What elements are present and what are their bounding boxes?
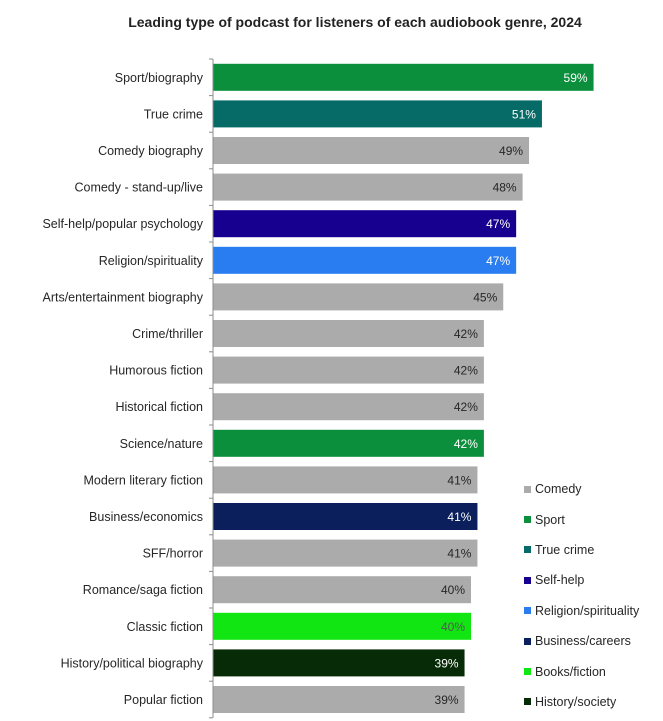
value-label: 51% bbox=[512, 107, 536, 121]
legend-item: History/society bbox=[524, 687, 639, 717]
value-label: 49% bbox=[499, 144, 523, 158]
legend-swatch bbox=[524, 607, 531, 615]
bar bbox=[213, 429, 484, 457]
category-label: Modern literary fiction bbox=[84, 473, 204, 487]
value-label: 40% bbox=[441, 583, 465, 597]
value-label: 42% bbox=[454, 327, 478, 341]
category-label: SFF/horror bbox=[143, 547, 203, 561]
legend-swatch bbox=[524, 485, 531, 493]
legend-label: History/society bbox=[535, 694, 617, 709]
category-label: Arts/entertainment biography bbox=[42, 290, 203, 304]
value-label: 59% bbox=[564, 71, 588, 85]
bar bbox=[213, 393, 484, 421]
legend-item: Books/fiction bbox=[524, 656, 639, 686]
legend-label: Comedy bbox=[535, 482, 582, 497]
value-label: 41% bbox=[447, 547, 471, 561]
category-label: Comedy biography bbox=[98, 144, 204, 158]
value-label: 42% bbox=[454, 437, 478, 451]
value-label: 42% bbox=[454, 364, 478, 378]
value-label: 48% bbox=[493, 181, 517, 195]
legend-label: Self-help bbox=[535, 573, 585, 588]
bar bbox=[213, 466, 478, 494]
category-label: True crime bbox=[144, 107, 203, 121]
bar bbox=[213, 173, 523, 201]
legend-item: Sport bbox=[524, 504, 639, 534]
legend-item: Self-help bbox=[524, 565, 639, 595]
bar bbox=[213, 100, 542, 128]
value-label: 47% bbox=[486, 254, 510, 268]
legend-label: Religion/spirituality bbox=[535, 603, 640, 618]
bar bbox=[213, 137, 530, 164]
bar bbox=[213, 612, 471, 640]
bar bbox=[213, 539, 478, 567]
category-label: Popular fiction bbox=[124, 693, 203, 707]
category-label: History/political biography bbox=[61, 656, 204, 670]
category-label: Business/economics bbox=[89, 510, 203, 524]
category-label: Self-help/popular psychology bbox=[42, 217, 203, 231]
legend-item: Business/careers bbox=[524, 626, 639, 656]
value-label: 41% bbox=[447, 510, 471, 524]
bar bbox=[213, 63, 594, 91]
legend-swatch bbox=[524, 546, 531, 554]
legend-item: True crime bbox=[524, 535, 639, 565]
category-label: Historical fiction bbox=[115, 400, 203, 414]
chart-title: Leading type of podcast for listeners of… bbox=[128, 14, 582, 30]
category-label: Religion/spirituality bbox=[99, 254, 204, 268]
value-label: 42% bbox=[454, 400, 478, 414]
value-label: 39% bbox=[435, 656, 459, 670]
legend-label: Business/careers bbox=[535, 634, 631, 649]
category-label: Science/nature bbox=[120, 437, 203, 451]
chart-legend: Comedy Sport True crime Self-help Religion/s… bbox=[524, 474, 639, 717]
legend-swatch bbox=[524, 576, 531, 584]
value-label: 39% bbox=[435, 693, 459, 707]
bar bbox=[213, 649, 465, 677]
legend-swatch bbox=[524, 668, 531, 676]
category-label: Comedy - stand-up/live bbox=[74, 181, 203, 195]
bar bbox=[213, 246, 517, 274]
legend-swatch bbox=[524, 516, 531, 524]
legend-swatch bbox=[524, 637, 531, 645]
value-label: 47% bbox=[486, 217, 510, 231]
legend-item: Religion/spirituality bbox=[524, 596, 639, 626]
value-label: 45% bbox=[473, 290, 497, 304]
bar bbox=[213, 283, 504, 311]
value-label: 41% bbox=[447, 473, 471, 487]
value-label: 40% bbox=[441, 620, 465, 634]
category-label: Humorous fiction bbox=[109, 364, 203, 378]
bar bbox=[213, 320, 484, 347]
category-label: Romance/saga fiction bbox=[83, 583, 203, 597]
bar bbox=[213, 686, 465, 713]
bar bbox=[213, 503, 478, 530]
bar bbox=[213, 356, 484, 384]
bar bbox=[213, 210, 517, 238]
category-label: Crime/thriller bbox=[132, 327, 203, 341]
category-label: Classic fiction bbox=[127, 620, 203, 634]
legend-item: Comedy bbox=[524, 474, 639, 504]
legend-label: Books/fiction bbox=[535, 664, 606, 679]
legend-label: Sport bbox=[535, 512, 565, 527]
legend-label: True crime bbox=[535, 542, 595, 557]
legend-swatch bbox=[524, 698, 531, 706]
bar bbox=[213, 576, 471, 604]
category-label: Sport/biography bbox=[115, 71, 204, 85]
